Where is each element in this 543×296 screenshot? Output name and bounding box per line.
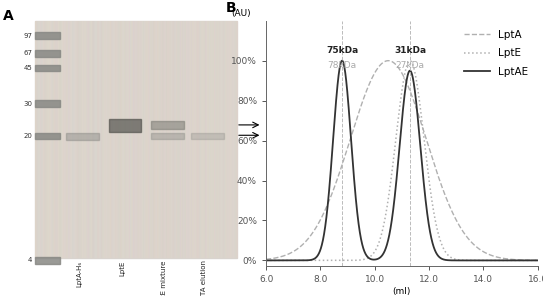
LptE [500,259,506,262]
LptA [310,230,317,234]
Text: B: B [225,1,236,15]
Bar [191,133,224,139]
LptAE [263,259,269,262]
LptA [378,62,385,65]
Bar [151,121,184,129]
Text: LptA-H₆: LptA-H₆ [77,260,83,287]
Text: LptE: LptE [267,120,287,129]
LptAE [367,257,374,261]
LptE [529,259,535,262]
LptE [378,231,385,234]
Text: LptE: LptE [119,260,125,276]
Text: 30: 30 [23,101,33,107]
LptA [500,257,506,260]
Text: A: A [3,9,13,23]
LptAE [379,254,386,257]
LptE [367,255,374,258]
LptA [263,258,269,261]
Text: 75kDa: 75kDa [326,46,358,55]
LptAE [534,259,541,262]
LptA [529,258,535,262]
Text: 67: 67 [23,50,33,56]
LptAE [500,259,506,262]
Text: 4: 4 [28,258,33,263]
LptA [367,80,374,84]
Bar [35,133,60,139]
Bar [109,119,141,132]
LptAE [339,59,345,62]
LptAE [310,258,317,261]
LptAE [294,259,300,262]
Text: 20: 20 [23,133,33,139]
Text: (AU): (AU) [231,9,250,18]
Line: LptE: LptE [266,61,538,260]
Bar [35,65,60,71]
LptE [310,259,317,262]
LptE [294,259,300,262]
LptA [385,59,392,62]
Bar [35,257,60,264]
LptE [407,59,413,62]
Line: LptAE: LptAE [266,61,538,260]
X-axis label: (ml): (ml) [393,287,411,296]
Text: LptA-H₆: LptA-H₆ [267,131,301,140]
Bar [35,100,60,107]
Bar [66,133,99,140]
LptE [534,259,541,262]
Text: 31kDa: 31kDa [394,46,426,55]
Line: LptA: LptA [266,61,538,260]
Bar [35,50,60,57]
Bar [151,133,184,139]
Text: 45: 45 [24,65,33,71]
LptAE [529,259,535,262]
Bar [35,32,60,39]
LptA [534,258,541,262]
Legend: LptA, LptE, LptAE: LptA, LptE, LptAE [459,26,532,81]
Text: LptA / LptE mixture: LptA / LptE mixture [161,260,167,296]
LptA [294,247,300,251]
Text: 97: 97 [23,33,33,38]
Bar [35,21,237,258]
Text: 27kDa: 27kDa [395,61,425,70]
Text: Ni-NTA elution: Ni-NTA elution [201,260,207,296]
Text: 78kDa: 78kDa [327,61,357,70]
LptE [263,259,269,262]
